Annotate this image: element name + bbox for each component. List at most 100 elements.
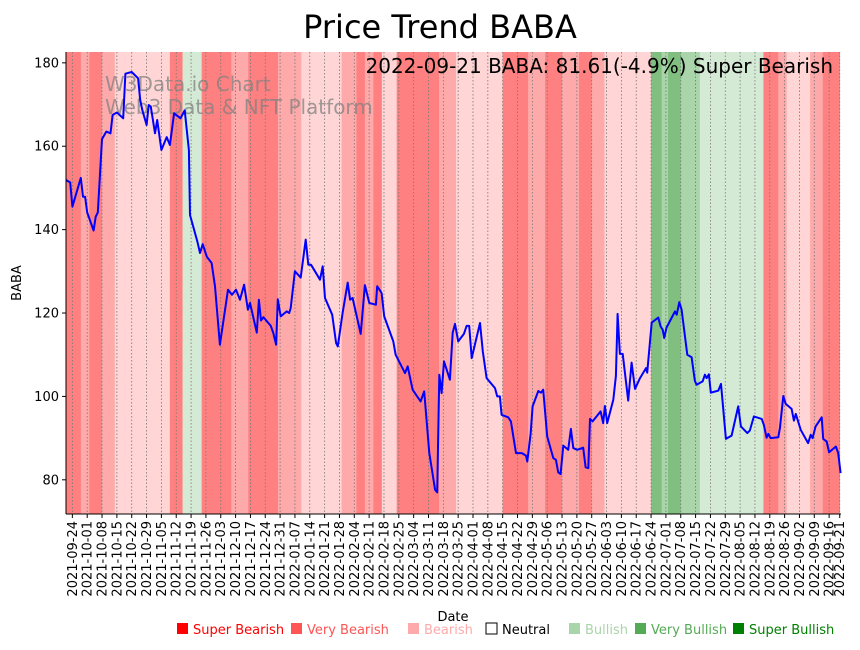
x-tick-label: 2022-09-02 (793, 521, 808, 597)
legend-label: Neutral (502, 623, 550, 638)
legend-swatch-very-bearish (291, 623, 302, 634)
sentiment-band-very-bearish (102, 52, 116, 514)
sentiment-band-very-bearish (231, 52, 249, 514)
y-tick-label: 80 (42, 473, 59, 488)
sentiment-band-bearish (301, 52, 342, 514)
x-tick-label: 2022-03-11 (422, 521, 437, 597)
sentiment-band-bearish (114, 52, 171, 514)
sentiment-band-super-bearish (578, 52, 593, 514)
sentiment-band-super-bearish (248, 52, 279, 514)
sentiment-band-super-bearish (356, 52, 366, 514)
sentiment-band-bearish (381, 52, 397, 514)
sentiment-band-very-bearish (810, 52, 824, 514)
sentiment-band-super-bearish (822, 52, 841, 514)
x-tick-label: 2022-09-09 (808, 521, 823, 597)
sentiment-band-super-bearish (545, 52, 563, 514)
legend-label: Very Bullish (651, 623, 727, 638)
x-tick-label: 2022-08-26 (778, 521, 793, 597)
x-tick-label: 2022-05-20 (570, 521, 585, 597)
x-tick-label: 2022-03-25 (452, 521, 467, 597)
grid-lines (71, 52, 841, 514)
x-tick-label: 2021-12-03 (214, 521, 229, 597)
x-tick-label: 2022-05-27 (585, 521, 600, 597)
y-tick-label: 180 (34, 56, 59, 71)
x-tick-label: 2022-01-14 (303, 521, 318, 597)
x-tick-label: 2022-03-04 (407, 521, 422, 597)
x-tick-label: 2022-06-17 (630, 521, 645, 597)
x-axis-label: Date (437, 610, 468, 625)
sentiment-band-super-bearish (201, 52, 232, 514)
y-tick-label: 120 (34, 307, 59, 322)
sentiment-band-super-bullish (668, 52, 682, 514)
y-tick-label: 160 (34, 140, 59, 155)
x-tick-label: 2022-02-18 (377, 521, 392, 597)
x-tick-label: 2021-12-24 (259, 521, 274, 597)
x-tick-label: 2022-02-11 (363, 521, 378, 597)
legend-swatch-bearish (408, 623, 419, 634)
x-tick-label: 2022-04-29 (526, 521, 541, 597)
legend-label: Very Bearish (307, 623, 389, 638)
price-line (65, 71, 842, 494)
x-tick-label: 2021-11-26 (199, 521, 214, 597)
sentiment-band-very-bullish (680, 52, 701, 514)
sentiment-band-super-bullish (651, 52, 662, 514)
x-tick-label: 2022-02-04 (348, 521, 363, 597)
y-tick-label: 140 (34, 223, 59, 238)
x-tick-label: 2021-10-15 (110, 521, 125, 597)
sentiment-band-super-bearish (396, 52, 440, 514)
sentiment-band-super-bearish (502, 52, 529, 514)
watermark-line-2: Web3 Data & NFT Platform (105, 95, 373, 119)
legend-swatch-bullish (569, 623, 580, 634)
x-tick-label: 2022-04-22 (511, 521, 526, 597)
sentiment-band-very-bullish (661, 52, 669, 514)
x-tick-label: 2022-08-19 (763, 521, 778, 597)
sentiment-band-super-bearish (763, 52, 779, 514)
x-tick-label: 2022-07-08 (674, 521, 689, 597)
x-tick-label: 2022-01-21 (318, 521, 333, 597)
legend-label: Super Bullish (749, 623, 834, 638)
x-tick-label: 2022-06-03 (600, 521, 615, 597)
x-tick-label: 2022-08-05 (734, 521, 749, 597)
legend-swatch-super-bearish (177, 623, 188, 634)
x-tick-label: 2022-05-13 (556, 521, 571, 597)
x-tick-label: 2022-05-06 (541, 521, 556, 597)
x-tick-label: 2021-10-01 (81, 521, 96, 597)
x-tick-label: 2021-09-24 (66, 521, 81, 597)
sentiment-band-bearish (604, 52, 652, 514)
y-axis-label: BABA (10, 265, 25, 301)
legend-label: Bearish (424, 623, 473, 638)
sentiment-band-very-bearish (439, 52, 457, 514)
sentiment-band-very-bearish (778, 52, 788, 514)
x-tick-label: 2022-04-08 (481, 521, 496, 597)
sentiment-band-bearish (456, 52, 503, 514)
x-tick-label: 2021-12-17 (244, 521, 259, 597)
x-tick-label: 2021-10-22 (125, 521, 140, 597)
x-tick-label: 2022-04-15 (496, 521, 511, 597)
y-axis-ticks: 80 100 120 140 160 180 (34, 56, 66, 488)
sentiment-band-very-bearish (562, 52, 580, 514)
sentiment-band-very-bearish (277, 52, 302, 514)
sentiment-band-super-bearish (373, 52, 383, 514)
sentiment-band-very-bearish (528, 52, 546, 514)
sentiment-band-very-bearish (341, 52, 357, 514)
x-tick-label: 2022-09-21 (833, 521, 848, 597)
x-tick-label: 2021-11-12 (170, 521, 185, 597)
sentiment-band-super-bearish (66, 52, 82, 514)
legend-label: Super Bearish (193, 623, 284, 638)
x-tick-label: 2022-06-10 (615, 521, 630, 597)
sentiment-band-bullish (182, 52, 202, 514)
x-tick-label: 2022-07-22 (704, 521, 719, 597)
y-tick-label: 100 (34, 390, 59, 405)
sentiment-band-very-bearish (80, 52, 90, 514)
x-axis-ticks: 2021-09-24 2021-10-01 2021-10-08 2021-10-15… (66, 514, 848, 597)
legend-swatch-neutral (485, 622, 498, 635)
legend-label: Bullish (585, 623, 628, 638)
chart-title: Price Trend BABA (303, 8, 577, 46)
x-tick-label: 2022-04-01 (467, 521, 482, 597)
latest-price-annotation: 2022-09-21 BABA: 81.61(-4.9%) Super Bear… (366, 54, 834, 78)
legend-swatch-very-bullish (635, 623, 646, 634)
x-tick-label: 2022-09-16 (823, 521, 838, 597)
sentiment-band-very-bearish (591, 52, 605, 514)
x-tick-label: 2021-11-19 (185, 521, 200, 597)
sentiment-band-bearish (786, 52, 811, 514)
